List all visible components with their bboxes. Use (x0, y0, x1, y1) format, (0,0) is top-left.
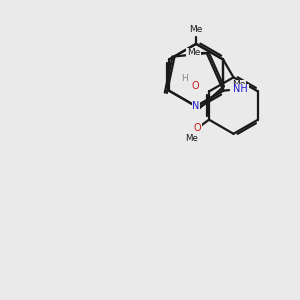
Text: O: O (192, 80, 200, 91)
Text: N: N (192, 101, 200, 111)
Text: Me: Me (185, 134, 198, 142)
Text: Me: Me (232, 80, 245, 89)
Text: O: O (194, 123, 202, 133)
Text: Me: Me (189, 25, 203, 34)
Text: NH: NH (233, 84, 248, 94)
Text: Me: Me (187, 48, 200, 57)
Text: H: H (181, 74, 188, 82)
